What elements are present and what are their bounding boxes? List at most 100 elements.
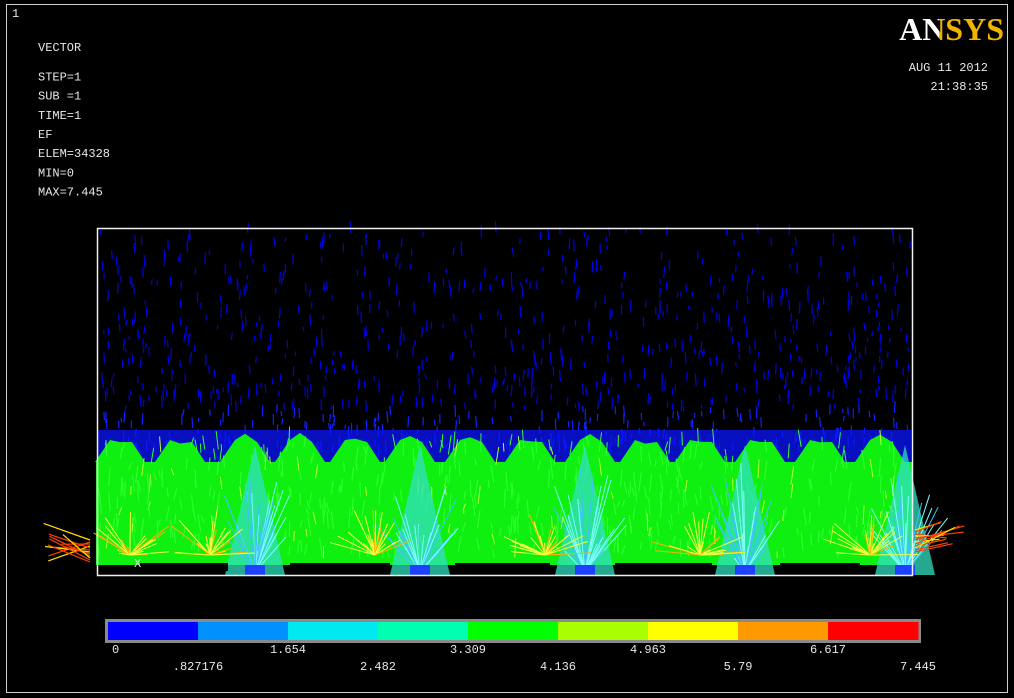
vector <box>744 499 773 573</box>
vector <box>730 326 733 333</box>
vector <box>576 261 579 268</box>
vector <box>848 524 851 539</box>
vector <box>522 369 525 381</box>
vector <box>858 351 861 359</box>
vector <box>339 485 342 494</box>
vector <box>374 423 377 432</box>
vector <box>724 517 746 573</box>
vector <box>786 371 789 378</box>
vector <box>782 509 785 522</box>
vector <box>120 447 123 459</box>
electrode <box>290 563 390 571</box>
vector <box>700 411 703 417</box>
vector <box>343 461 345 472</box>
vector <box>510 483 513 499</box>
vector <box>518 376 521 387</box>
vector <box>795 318 798 329</box>
vector <box>516 516 519 535</box>
vector <box>616 335 619 341</box>
legend-label: 6.617 <box>810 643 846 657</box>
vector <box>700 341 703 353</box>
vector <box>129 551 170 556</box>
vector <box>672 535 676 544</box>
vector <box>469 480 472 489</box>
vector <box>324 375 327 381</box>
vector <box>511 482 514 496</box>
electrode <box>140 563 228 571</box>
vector <box>676 410 680 421</box>
vector <box>458 415 461 425</box>
window-frame <box>6 4 1008 693</box>
vector <box>102 380 105 388</box>
vector <box>679 473 683 482</box>
vector <box>48 538 91 561</box>
vector <box>364 235 367 246</box>
vector <box>670 513 673 526</box>
vector <box>124 348 127 353</box>
vector <box>210 391 213 400</box>
vector <box>457 536 462 553</box>
vector <box>516 498 519 510</box>
vector <box>873 413 876 421</box>
vector <box>178 359 182 368</box>
vector <box>521 284 524 298</box>
vector <box>732 503 746 573</box>
vector <box>552 366 555 376</box>
vector <box>174 383 177 395</box>
vector <box>386 309 389 317</box>
vector <box>850 296 853 306</box>
vector <box>666 226 668 236</box>
vector <box>98 534 131 556</box>
vector <box>386 549 390 558</box>
vector <box>351 497 354 510</box>
vector <box>120 417 123 423</box>
vector <box>904 495 909 573</box>
vector <box>112 373 115 379</box>
vector <box>471 366 474 375</box>
vector <box>319 241 322 249</box>
vector <box>280 468 283 477</box>
vector <box>611 310 613 317</box>
vector <box>281 418 284 425</box>
vector <box>648 526 653 541</box>
vector <box>132 283 135 295</box>
vector <box>315 336 318 348</box>
vector <box>329 414 332 423</box>
vector <box>790 312 793 322</box>
vector <box>502 443 505 452</box>
vector <box>643 486 648 499</box>
vector <box>783 335 786 343</box>
vector <box>869 511 889 556</box>
vector <box>744 520 768 573</box>
vector <box>144 300 147 306</box>
vector <box>517 493 520 503</box>
vector <box>713 530 717 538</box>
vector <box>305 508 310 516</box>
vector <box>229 275 232 285</box>
vector <box>309 492 313 504</box>
vector <box>118 507 123 516</box>
logo: ANSYS <box>899 11 1004 47</box>
model-outline <box>96 227 914 577</box>
vector <box>412 345 415 356</box>
vector <box>891 441 895 458</box>
vector <box>213 369 216 379</box>
vector <box>209 527 226 556</box>
cone <box>225 445 285 575</box>
vector <box>567 494 586 573</box>
vector <box>404 514 421 573</box>
info-line: STEP=1 <box>38 70 81 84</box>
vector <box>724 456 727 474</box>
vector <box>832 530 871 556</box>
vector <box>298 407 301 418</box>
vector <box>703 377 706 387</box>
vector <box>495 446 500 465</box>
vector <box>43 522 91 541</box>
vector <box>479 312 482 320</box>
vector <box>132 520 136 533</box>
vector <box>299 471 302 481</box>
vector <box>284 237 287 242</box>
vector <box>552 505 586 573</box>
vector <box>724 449 729 468</box>
vector <box>642 316 645 328</box>
